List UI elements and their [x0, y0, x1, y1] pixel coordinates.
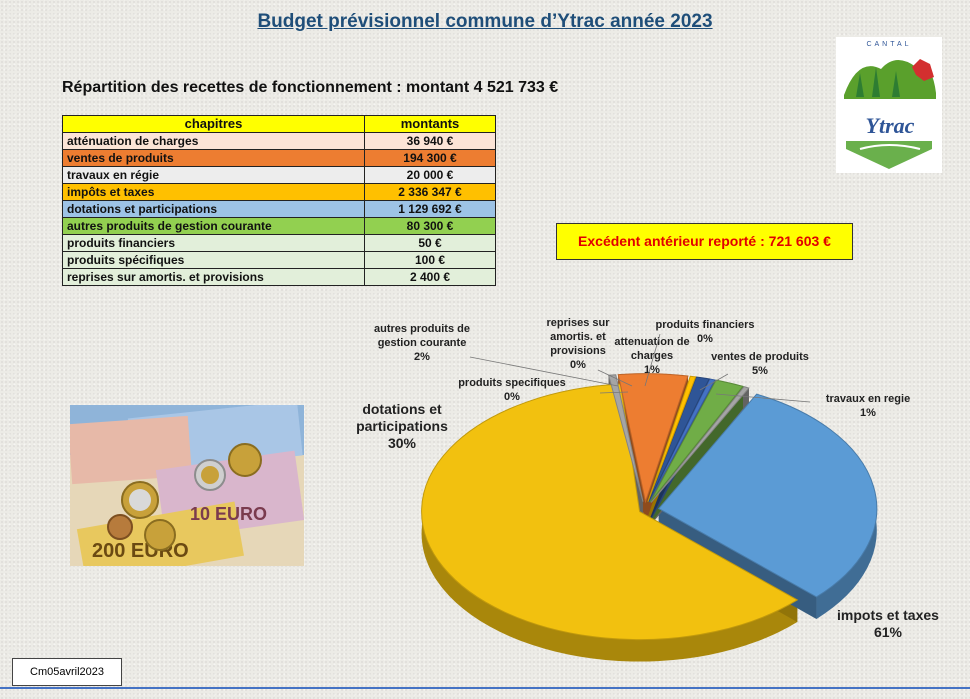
- logo-ytrac-text: Ytrac: [866, 113, 915, 138]
- bottom-rule: [0, 687, 970, 689]
- pie-category-label: produits specifiques: [458, 377, 566, 389]
- pie-slice-dotations-et-participations: [658, 393, 878, 598]
- leader-line: [469, 356, 619, 387]
- budget-table: chapitres montants atténuation de charge…: [62, 115, 496, 286]
- header-chapitres: chapitres: [62, 115, 365, 133]
- table-row: dotations et participations 1 129 692 €: [62, 200, 496, 218]
- pie-slice-ventes-de-produits: [617, 373, 689, 504]
- pie-percent-label: 0%: [570, 359, 586, 371]
- table-row: travaux en régie 20 000 €: [62, 166, 496, 184]
- montant-cell: 36 940 €: [364, 132, 496, 150]
- table-row: reprises sur amortis. et provisions 2 400…: [62, 268, 496, 286]
- chapitre-cell: atténuation de charges: [62, 132, 365, 150]
- montant-cell: 194 300 €: [364, 149, 496, 167]
- logo-cantal-text: CANTAL: [866, 41, 911, 48]
- pie-slice-produits-sp-cifiques: [650, 386, 750, 503]
- pie-category-label: reprises sur: [547, 317, 611, 329]
- chapitre-cell: dotations et participations: [62, 200, 365, 218]
- chapitre-cell: autres produits de gestion courante: [62, 217, 365, 235]
- table-row: autres produits de gestion courante 80 30…: [62, 217, 496, 235]
- chapitre-cell: impôts et taxes: [62, 183, 365, 201]
- table-row: ventes de produits 194 300 €: [62, 149, 496, 167]
- meeting-stamp: Cm05avril2023: [12, 658, 122, 686]
- header-montants: montants: [364, 115, 496, 133]
- chapitre-cell: produits financiers: [62, 234, 365, 252]
- pie-percent-label: 30%: [388, 435, 417, 451]
- pie-category-label: participations: [356, 418, 448, 434]
- revenue-subtitle: Répartition des recettes de fonctionneme…: [62, 79, 559, 96]
- pie-category-label: ventes de produits: [711, 351, 809, 363]
- table-row: impôts et taxes 2 336 347 €: [62, 183, 496, 201]
- montant-cell: 2 336 347 €: [364, 183, 496, 201]
- pie-category-label: dotations et: [362, 401, 442, 417]
- pie-category-label: attenuation de: [614, 336, 689, 348]
- montant-cell: 20 000 €: [364, 166, 496, 184]
- chapitre-cell: produits spécifiques: [62, 251, 365, 269]
- chapitre-cell: ventes de produits: [62, 149, 365, 167]
- money-photo: 10 EURO 200 EURO: [70, 405, 304, 566]
- ytrac-logo: CANTAL Ytrac: [836, 37, 942, 173]
- pie-percent-label: 2%: [414, 351, 430, 363]
- pie-category-label: autres produits de: [374, 323, 470, 335]
- leader-line: [699, 373, 729, 391]
- pie-category-label: gestion courante: [378, 337, 467, 349]
- pie-slice-produits-financiers: [647, 375, 697, 502]
- pie-category-label: impots et taxes: [837, 607, 939, 623]
- svg-text:10 EURO: 10 EURO: [190, 504, 267, 524]
- page-title: Budget prévisionnel commune d’Ytrac anné…: [257, 11, 713, 32]
- pie-category-label: travaux en regie: [826, 393, 910, 405]
- montant-cell: 1 129 692 €: [364, 200, 496, 218]
- montant-cell: 2 400 €: [364, 268, 496, 286]
- pie-percent-label: 0%: [697, 333, 713, 345]
- pie-slice-autres-produits-de-gestion-courante: [649, 379, 744, 503]
- table-row: produits financiers 50 €: [62, 234, 496, 252]
- pie-category-label: amortis. et: [550, 331, 606, 343]
- table-header-row: chapitres montants: [62, 115, 496, 133]
- pie-slice-side: [421, 384, 798, 662]
- pie-percent-label: 61%: [874, 624, 903, 640]
- chapitre-cell: travaux en régie: [62, 166, 365, 184]
- pie-percent-label: 1%: [860, 407, 876, 419]
- pie-percent-label: 5%: [752, 365, 768, 377]
- pie-slice-reprises-sur-amortis-et-provisions: [648, 378, 716, 503]
- pie-category-label: charges: [631, 350, 673, 362]
- table-row: produits spécifiques 100 €: [62, 251, 496, 269]
- pie-percent-label: 1%: [644, 364, 660, 376]
- pie-slice-impots-et-taxes: [421, 383, 799, 641]
- montant-cell: 50 €: [364, 234, 496, 252]
- pie-percent-label: 0%: [504, 391, 520, 403]
- leader-line: [597, 369, 633, 387]
- pie-category-label: produits financiers: [655, 319, 754, 331]
- pie-category-label: provisions: [550, 345, 606, 357]
- pie-slice-attenuation-de-charges: [648, 376, 710, 503]
- table-row: atténuation de charges 36 940 €: [62, 132, 496, 150]
- leader-line: [599, 391, 629, 394]
- leader-line: [644, 333, 661, 387]
- leader-line: [715, 393, 811, 403]
- excedent-box: Excédent antérieur reporté : 721 603 €: [556, 223, 853, 260]
